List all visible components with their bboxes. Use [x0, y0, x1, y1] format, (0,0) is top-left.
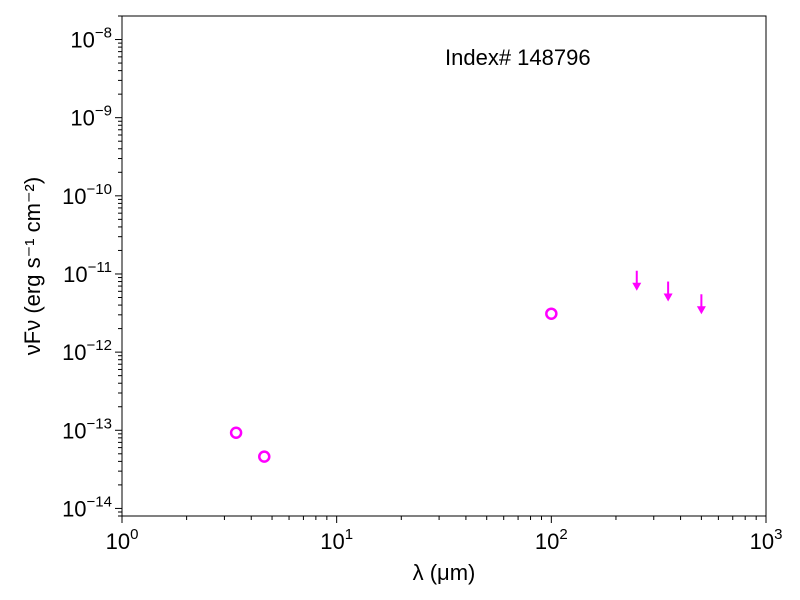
data-point: [229, 426, 243, 439]
y-tick-label: 10−14: [62, 493, 112, 521]
y-axis-label: νFν (erg s⁻¹ cm⁻²): [20, 177, 45, 355]
data-point: [258, 450, 271, 463]
x-tick-label: 102: [535, 526, 568, 554]
y-tick-label: 10−13: [62, 415, 112, 443]
x-tick-label: 101: [320, 526, 353, 554]
index-annotation: Index# 148796: [445, 45, 591, 70]
data-point: [545, 307, 558, 320]
tick-layer: [115, 15, 767, 523]
data-marks-layer: [229, 270, 706, 463]
y-tick-label: 10−8: [70, 25, 112, 53]
upper-limit-arrow: [696, 294, 706, 315]
y-tick-label: 10−11: [63, 259, 112, 287]
x-tick-label: 103: [750, 526, 783, 554]
x-tick-label: 100: [106, 526, 139, 554]
upper-limit-arrow: [632, 270, 642, 291]
x-axis-label: λ (μm): [413, 560, 476, 585]
y-tick-label: 10−9: [70, 103, 112, 131]
plot-frame: [121, 15, 767, 517]
tick-label-layer: 100 101 102 103 10−14 10−13 10−12 10−11 10−10 10−…: [62, 25, 782, 554]
upper-limit-arrow: [663, 281, 673, 302]
y-tick-label: 10−10: [62, 181, 112, 209]
y-tick-label: 10−12: [62, 337, 112, 365]
